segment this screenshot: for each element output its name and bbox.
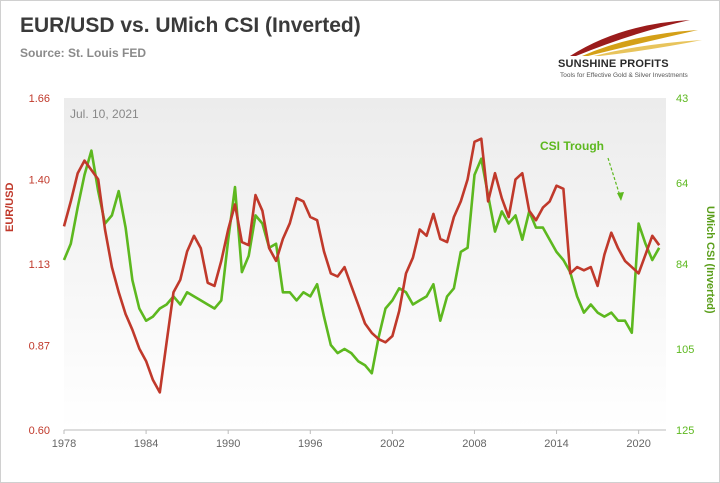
x-tick-label: 2002: [380, 438, 404, 450]
left-tick-label: 0.60: [29, 425, 50, 437]
x-tick-label: 2008: [462, 438, 486, 450]
x-tick-label: 2014: [544, 438, 568, 450]
right-tick-label: 105: [676, 344, 694, 356]
x-tick-label: 1978: [52, 438, 76, 450]
left-tick-label: 1.66: [29, 93, 50, 105]
date-label: Jul. 10, 2021: [70, 107, 139, 121]
logo-swoosh-icon: [570, 20, 702, 56]
x-axis: 1978 1984 1990 1996 2002 2008 2014 2020: [52, 430, 651, 450]
annotation-arrow-line: [607, 157, 621, 197]
x-tick-label: 1990: [216, 438, 240, 450]
x-tick-label: 1984: [134, 438, 158, 450]
left-y-axis: 0.60 0.87 1.13 1.40 1.66: [29, 93, 50, 437]
left-tick-label: 0.87: [29, 340, 50, 352]
chart-title: EUR/USD vs. UMich CSI (Inverted): [20, 14, 361, 37]
csi-trough-annotation: CSI Trough: [540, 139, 604, 153]
left-axis-title: EUR/USD: [4, 182, 16, 232]
logo-name: SUNSHINE PROFITS: [558, 58, 669, 70]
right-tick-label: 84: [676, 259, 688, 271]
x-tick-label: 2020: [626, 438, 650, 450]
logo-tagline: Tools for Effective Gold & Silver Invest…: [560, 72, 688, 79]
chart-source: Source: St. Louis FED: [20, 46, 147, 60]
eurusd-series-line: [62, 137, 661, 394]
x-tick-label: 1996: [298, 438, 322, 450]
csi-inverted-series-line: [62, 149, 661, 375]
annotation-arrow-head: [617, 192, 624, 201]
right-tick-label: 64: [676, 178, 688, 190]
sunshine-profits-logo: SUNSHINE PROFITS Tools for Effective Gol…: [540, 16, 705, 80]
left-tick-label: 1.40: [29, 174, 50, 186]
right-y-axis: 43 64 84 105 125: [676, 93, 694, 437]
right-axis-title: UMich CSI (Inverted): [704, 206, 716, 314]
series-group: [62, 137, 661, 394]
left-tick-label: 1.13: [29, 259, 50, 271]
right-tick-label: 43: [676, 93, 688, 105]
right-tick-label: 125: [676, 425, 694, 437]
